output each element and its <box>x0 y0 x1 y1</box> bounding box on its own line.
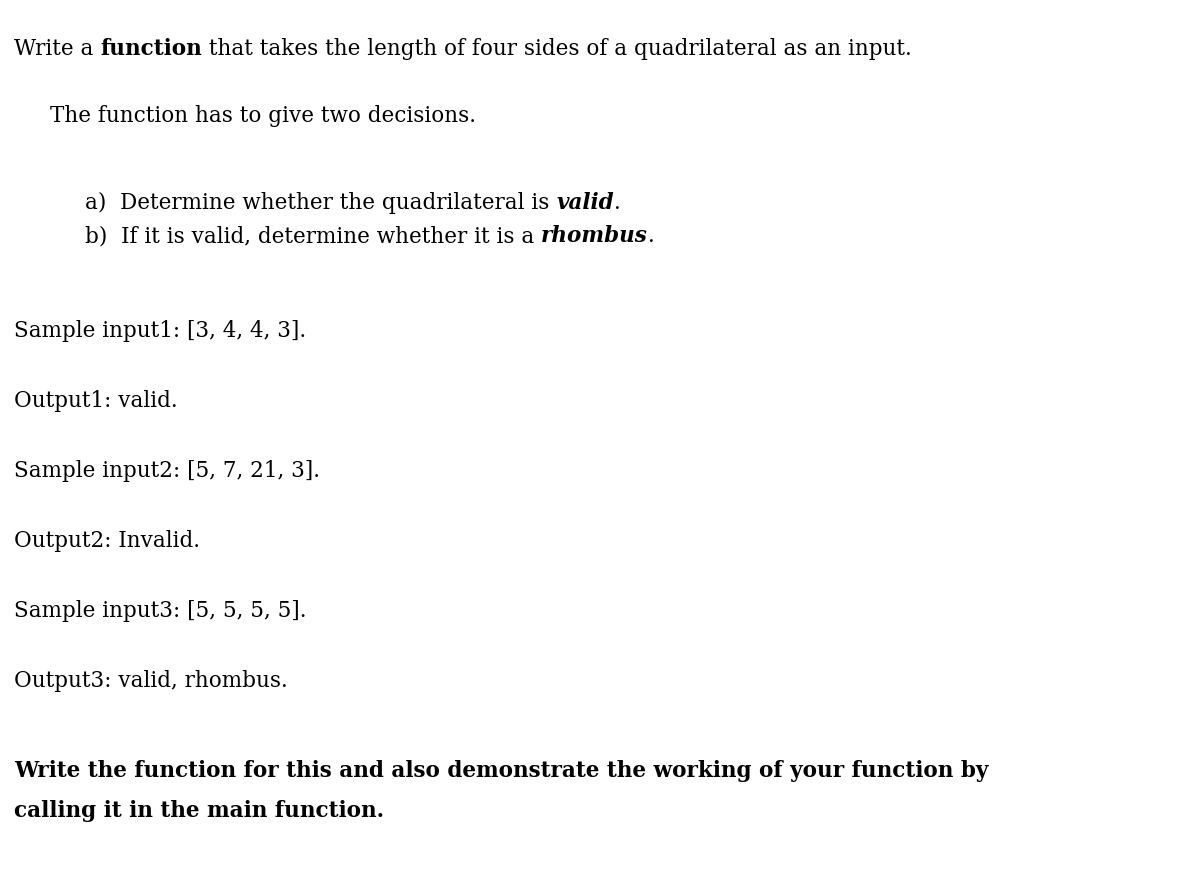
Text: Output1: valid.: Output1: valid. <box>14 390 178 412</box>
Text: Sample input1: [3, 4, 4, 3].: Sample input1: [3, 4, 4, 3]. <box>14 320 306 342</box>
Text: valid: valid <box>557 192 614 214</box>
Text: .: . <box>648 225 655 247</box>
Text: The function has to give two decisions.: The function has to give two decisions. <box>50 105 476 127</box>
Text: Sample input2: [5, 7, 21, 3].: Sample input2: [5, 7, 21, 3]. <box>14 460 320 482</box>
Text: Output3: valid, rhombus.: Output3: valid, rhombus. <box>14 670 288 692</box>
Text: Write the function for this and also demonstrate the working of your function by: Write the function for this and also dem… <box>14 760 989 782</box>
Text: calling it in the main function.: calling it in the main function. <box>14 800 384 822</box>
Text: .: . <box>614 192 620 214</box>
Text: rhombus: rhombus <box>541 225 648 247</box>
Text: Write a: Write a <box>14 38 101 60</box>
Text: that takes the length of four sides of a quadrilateral as an input.: that takes the length of four sides of a… <box>202 38 912 60</box>
Text: function: function <box>101 38 202 60</box>
Text: Sample input3: [5, 5, 5, 5].: Sample input3: [5, 5, 5, 5]. <box>14 600 306 622</box>
Text: Output2: Invalid.: Output2: Invalid. <box>14 530 200 552</box>
Text: a)  Determine whether the quadrilateral is: a) Determine whether the quadrilateral i… <box>85 192 557 214</box>
Text: b)  If it is valid, determine whether it is a: b) If it is valid, determine whether it … <box>85 225 541 247</box>
